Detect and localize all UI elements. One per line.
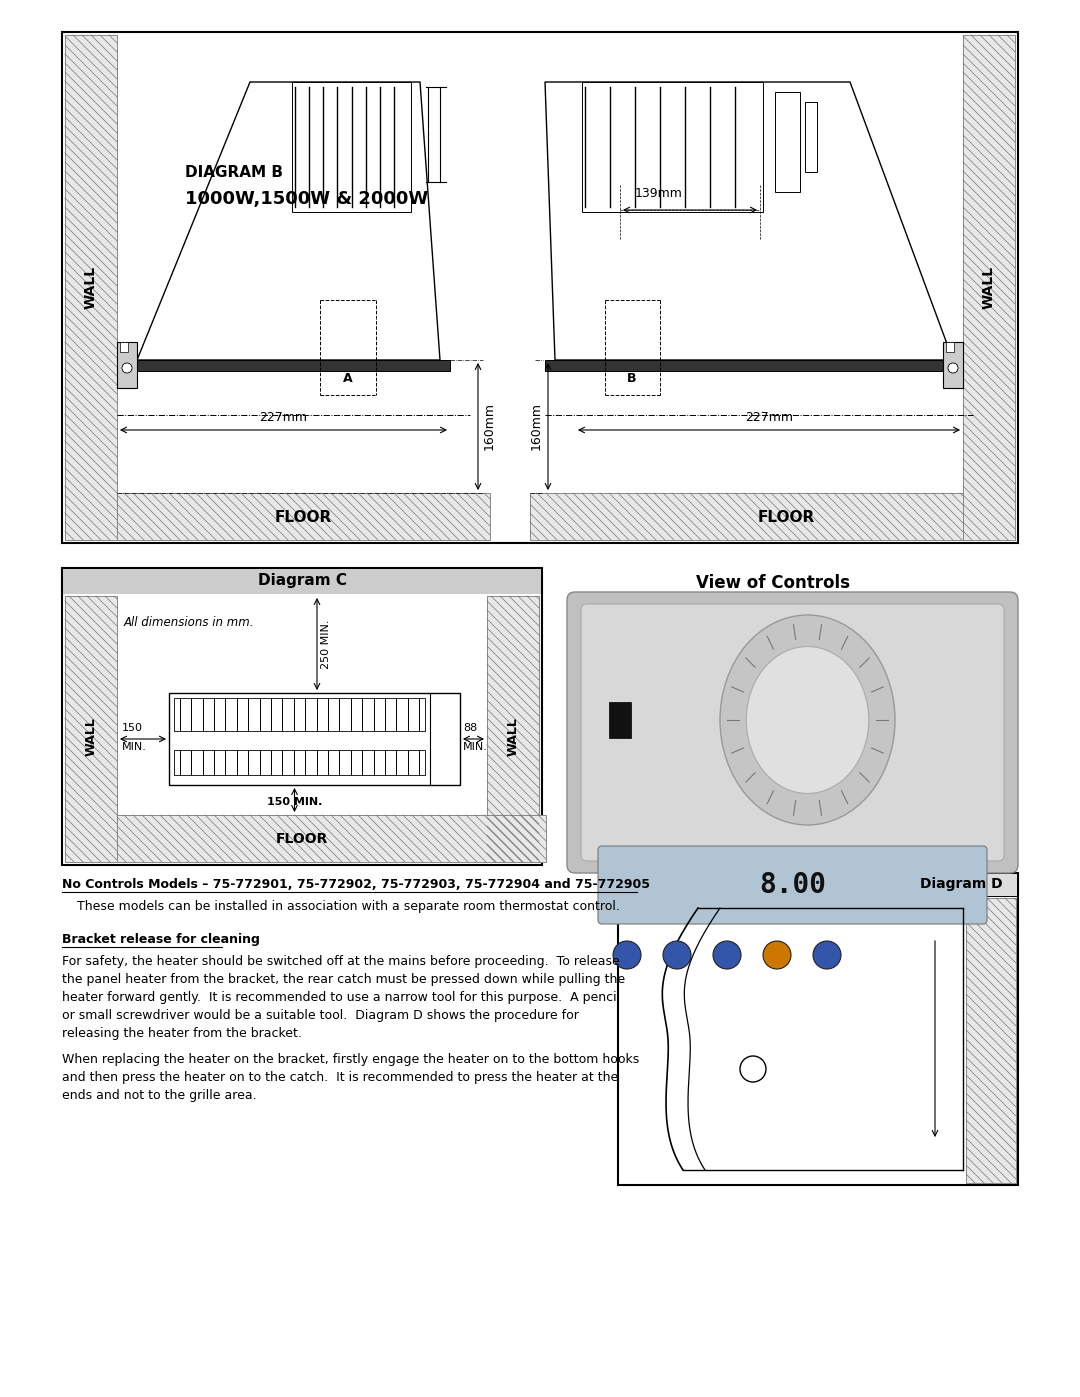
Bar (174, 698, 426, 731)
Bar (609, 703, 631, 738)
Bar (65, 597, 117, 862)
Circle shape (122, 363, 132, 373)
Text: Diagram C: Diagram C (257, 574, 347, 588)
Bar (775, 92, 800, 191)
Circle shape (713, 942, 741, 970)
Text: These models can be installed in association with a separate room thermostat con: These models can be installed in associa… (77, 900, 620, 914)
Bar (117, 360, 450, 372)
Text: Diagram D: Diagram D (920, 877, 1003, 891)
Text: 227mm: 227mm (259, 411, 308, 425)
Text: 88: 88 (463, 724, 477, 733)
Text: 160mm: 160mm (530, 402, 543, 450)
Text: FLOOR: FLOOR (758, 510, 815, 524)
Text: DIAGRAM B: DIAGRAM B (185, 165, 283, 180)
Text: Bracket release for cleaning: Bracket release for cleaning (62, 933, 260, 946)
Bar (62, 569, 542, 865)
Text: When replacing the heater on the bracket, firstly engage the heater on to the bo: When replacing the heater on the bracket… (62, 1053, 639, 1102)
Bar (487, 597, 539, 862)
Text: For safety, the heater should be switched off at the mains before proceeding.  T: For safety, the heater should be switche… (62, 956, 625, 1039)
Text: MIN.: MIN. (463, 742, 488, 752)
Circle shape (740, 1056, 766, 1083)
Circle shape (613, 942, 642, 970)
Text: 250 MIN.: 250 MIN. (321, 619, 330, 669)
Ellipse shape (720, 615, 895, 826)
Text: B: B (627, 372, 637, 386)
Text: 1000W,1500W & 2000W: 1000W,1500W & 2000W (185, 190, 429, 208)
Text: WALL: WALL (84, 717, 97, 756)
Text: 227mm: 227mm (745, 411, 793, 425)
Text: WALL: WALL (982, 265, 996, 309)
Bar (963, 35, 1015, 541)
Bar (62, 32, 1018, 543)
Bar (63, 569, 541, 594)
Text: 8.00: 8.00 (759, 870, 826, 900)
Ellipse shape (746, 647, 868, 793)
Text: 139mm: 139mm (635, 187, 683, 200)
Text: MIN.: MIN. (122, 742, 147, 752)
Bar (530, 493, 963, 541)
Bar (117, 342, 137, 388)
Text: 150 MIN.: 150 MIN. (267, 798, 322, 807)
Bar (545, 360, 963, 372)
Text: View of Controls: View of Controls (696, 574, 850, 592)
Bar (619, 875, 1017, 895)
Circle shape (663, 942, 691, 970)
Bar (117, 814, 546, 862)
Circle shape (813, 942, 841, 970)
Bar (946, 342, 954, 352)
Bar (168, 693, 460, 785)
FancyBboxPatch shape (598, 847, 987, 923)
Bar (174, 750, 426, 775)
Circle shape (948, 363, 958, 373)
Text: 150: 150 (122, 724, 143, 733)
Bar (117, 493, 490, 541)
Bar (966, 898, 1016, 1183)
Bar (65, 35, 117, 541)
Bar (582, 82, 762, 212)
Text: All dimensions in mm.: All dimensions in mm. (124, 616, 255, 629)
Polygon shape (545, 82, 953, 360)
Bar (292, 82, 411, 212)
Text: FLOOR: FLOOR (275, 833, 328, 847)
Circle shape (762, 942, 791, 970)
Bar (805, 102, 816, 172)
Text: 160mm: 160mm (483, 402, 496, 450)
Bar (618, 873, 1018, 1185)
FancyBboxPatch shape (581, 604, 1004, 861)
Text: A: A (343, 372, 353, 386)
Bar (120, 342, 129, 352)
FancyBboxPatch shape (567, 592, 1018, 873)
Text: WALL: WALL (507, 717, 519, 756)
Text: No Controls Models – 75-772901, 75-772902, 75-772903, 75-772904 and 75-772905: No Controls Models – 75-772901, 75-77290… (62, 877, 650, 891)
Text: FLOOR: FLOOR (275, 510, 333, 524)
Text: WALL: WALL (84, 265, 98, 309)
Bar (943, 342, 963, 388)
Polygon shape (137, 82, 440, 360)
